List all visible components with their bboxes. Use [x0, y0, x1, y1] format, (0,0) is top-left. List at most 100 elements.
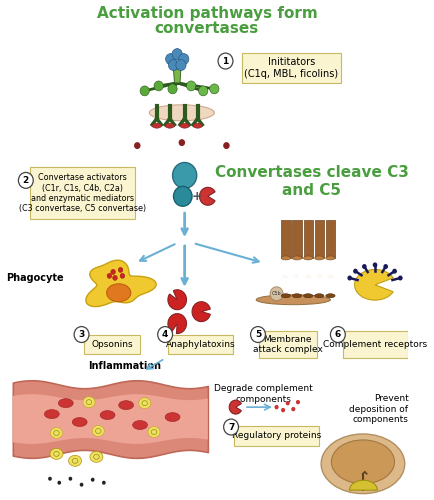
Text: Convertase activators
(C1r, C1s, C4b, C2a)
and enzymatic mediators
(C3 convertas: Convertase activators (C1r, C1s, C4b, C2… — [19, 173, 146, 214]
Circle shape — [176, 60, 186, 70]
Circle shape — [187, 81, 196, 91]
Polygon shape — [86, 260, 156, 306]
Text: Complement receptors: Complement receptors — [323, 340, 427, 349]
Text: 6: 6 — [335, 330, 341, 339]
FancyBboxPatch shape — [342, 330, 408, 358]
Circle shape — [57, 480, 61, 484]
Text: 1: 1 — [222, 56, 229, 66]
Circle shape — [179, 54, 189, 64]
Circle shape — [179, 139, 185, 146]
Circle shape — [91, 478, 95, 482]
Circle shape — [250, 326, 266, 342]
Ellipse shape — [193, 123, 202, 128]
Circle shape — [111, 270, 115, 274]
Circle shape — [373, 262, 377, 268]
Ellipse shape — [83, 396, 95, 407]
Text: 4: 4 — [162, 330, 168, 339]
Text: Inflammation: Inflammation — [88, 362, 161, 372]
Circle shape — [102, 480, 106, 484]
Circle shape — [281, 408, 285, 412]
FancyBboxPatch shape — [242, 53, 341, 83]
Text: C5b: C5b — [272, 292, 281, 296]
Ellipse shape — [315, 294, 324, 298]
Ellipse shape — [326, 256, 335, 260]
Ellipse shape — [58, 398, 73, 407]
Circle shape — [330, 326, 345, 342]
Circle shape — [353, 268, 358, 274]
Circle shape — [362, 264, 367, 269]
Circle shape — [174, 186, 192, 206]
Ellipse shape — [281, 294, 290, 298]
Ellipse shape — [321, 434, 405, 494]
Circle shape — [48, 476, 52, 480]
Text: Phagocyte: Phagocyte — [7, 273, 64, 283]
Ellipse shape — [69, 456, 82, 466]
Ellipse shape — [180, 123, 189, 128]
Circle shape — [224, 419, 239, 435]
Text: 3: 3 — [79, 330, 85, 339]
Circle shape — [223, 142, 230, 149]
Circle shape — [80, 482, 83, 486]
Ellipse shape — [148, 426, 160, 438]
Circle shape — [210, 84, 219, 94]
Text: 2: 2 — [23, 176, 29, 185]
Text: Regulatory proteins: Regulatory proteins — [232, 432, 321, 440]
Ellipse shape — [281, 256, 290, 260]
FancyBboxPatch shape — [259, 330, 316, 358]
Text: Activation pathways form: Activation pathways form — [96, 6, 317, 22]
Circle shape — [107, 274, 112, 278]
FancyBboxPatch shape — [303, 220, 313, 258]
FancyBboxPatch shape — [293, 220, 302, 258]
Circle shape — [218, 53, 233, 69]
Ellipse shape — [293, 294, 302, 298]
Ellipse shape — [100, 410, 115, 420]
Circle shape — [270, 287, 283, 300]
Circle shape — [347, 276, 352, 280]
Circle shape — [172, 48, 182, 60]
FancyBboxPatch shape — [168, 334, 233, 354]
Circle shape — [392, 268, 397, 274]
Ellipse shape — [133, 420, 148, 430]
FancyBboxPatch shape — [281, 220, 290, 258]
Wedge shape — [168, 290, 187, 310]
Text: Degrade complement
components: Degrade complement components — [214, 384, 313, 404]
Ellipse shape — [293, 256, 302, 260]
Text: C8: C8 — [305, 275, 311, 279]
Ellipse shape — [256, 294, 330, 304]
Ellipse shape — [149, 105, 214, 120]
Text: C9: C9 — [316, 275, 322, 279]
Ellipse shape — [303, 256, 313, 260]
FancyBboxPatch shape — [315, 220, 324, 258]
Text: Convertases cleave C3
and C5: Convertases cleave C3 and C5 — [215, 166, 409, 198]
Circle shape — [69, 476, 72, 480]
Ellipse shape — [165, 412, 180, 422]
Ellipse shape — [92, 426, 104, 436]
Text: convertases: convertases — [155, 22, 259, 36]
Circle shape — [168, 60, 179, 70]
Wedge shape — [192, 302, 210, 322]
Text: C7: C7 — [294, 275, 300, 279]
Circle shape — [383, 264, 388, 269]
Ellipse shape — [139, 398, 151, 408]
Ellipse shape — [165, 123, 174, 128]
Ellipse shape — [326, 294, 335, 298]
Text: Membrane
attack complex: Membrane attack complex — [253, 335, 322, 354]
Ellipse shape — [332, 440, 395, 484]
FancyBboxPatch shape — [234, 426, 319, 446]
Ellipse shape — [90, 452, 103, 462]
Text: C9: C9 — [328, 275, 333, 279]
Circle shape — [120, 274, 125, 278]
Ellipse shape — [152, 123, 161, 128]
Ellipse shape — [315, 256, 324, 260]
Text: Anaphylatoxins: Anaphylatoxins — [166, 340, 235, 349]
Text: 7: 7 — [228, 422, 234, 432]
Wedge shape — [200, 188, 215, 205]
Text: Opsonins: Opsonins — [92, 340, 133, 349]
Circle shape — [173, 162, 197, 188]
FancyBboxPatch shape — [30, 168, 135, 219]
Text: 5: 5 — [255, 330, 261, 339]
Circle shape — [18, 172, 33, 188]
Text: +: + — [191, 190, 202, 203]
Ellipse shape — [303, 294, 313, 298]
Circle shape — [168, 84, 177, 94]
